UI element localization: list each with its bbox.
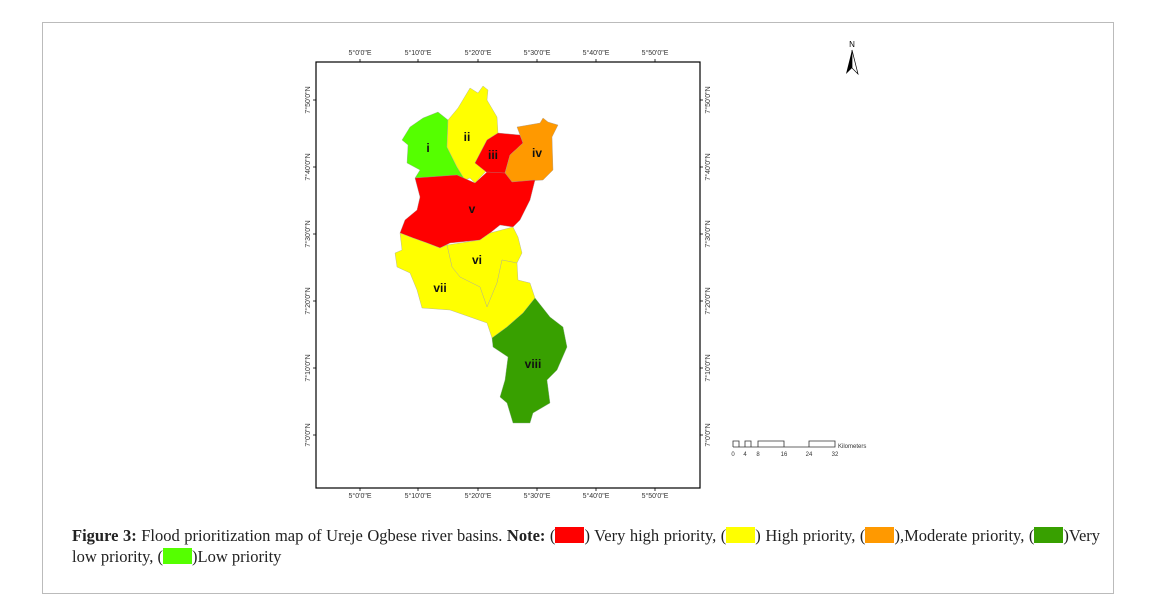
legend-swatch-very-low xyxy=(1034,527,1064,543)
lon-label-top: 5°50'0"E xyxy=(642,49,669,57)
note-label: Note: xyxy=(506,526,546,545)
scale-tick-label: 4 xyxy=(743,452,747,458)
lon-label-bottom: 5°50'0"E xyxy=(642,492,669,500)
longitude-axis-top: 5°0'0"E 5°10'0"E 5°20'0"E 5°30'0"E 5°40'0"E 5… xyxy=(349,49,669,62)
scale-tick-label: 0 xyxy=(731,452,735,458)
lon-label-top: 5°10'0"E xyxy=(405,49,432,57)
lat-label-left: 7°50'0"N xyxy=(304,86,312,113)
legend-text-moderate: ,Moderate priority, xyxy=(899,526,1025,545)
legend-text-low: Low priority xyxy=(197,547,282,566)
flood-map: 5°0'0"E 5°10'0"E 5°20'0"E 5°30'0"E 5°40'0"E 5… xyxy=(304,40,866,500)
basin-label-i: i xyxy=(426,141,429,155)
basin-viii xyxy=(491,297,568,424)
scale-tick-label: 8 xyxy=(756,452,760,458)
north-arrow: N xyxy=(846,40,859,76)
lat-label-right: 7°0'0"N xyxy=(704,423,712,446)
legend-swatch-moderate xyxy=(865,527,895,543)
lat-label-right: 7°40'0"N xyxy=(704,153,712,180)
basin-labels: i ii iii iv v vi vii viii xyxy=(426,130,542,371)
basin-label-viii: viii xyxy=(525,357,542,371)
basin-label-iii: iii xyxy=(488,148,498,162)
lon-label-bottom: 5°30'0"E xyxy=(524,492,551,500)
latitude-axis-left: 7°50'0"N 7°40'0"N 7°30'0"N 7°20'0"N 7°10'0"N… xyxy=(304,86,316,447)
legend-text-high: High priority, xyxy=(765,526,856,545)
legend-swatch-very-high xyxy=(555,527,585,543)
scale-tick-label: 24 xyxy=(806,452,813,458)
basin-label-ii: ii xyxy=(464,130,471,144)
lat-label-left: 7°0'0"N xyxy=(304,423,312,446)
lon-label-bottom: 5°10'0"E xyxy=(405,492,432,500)
figure-label: Figure 3: xyxy=(72,526,137,545)
lon-label-top: 5°20'0"E xyxy=(465,49,492,57)
basin-vii xyxy=(394,232,536,339)
lon-label-bottom: 5°0'0"E xyxy=(349,492,372,500)
scale-bar: 0 4 8 16 24 32 Kilometers xyxy=(731,440,866,458)
lon-label-bottom: 5°20'0"E xyxy=(465,492,492,500)
lat-label-left: 7°20'0"N xyxy=(304,287,312,314)
lat-label-right: 7°50'0"N xyxy=(704,86,712,113)
figure-frame xyxy=(42,22,1114,594)
figure-title: Flood prioritization map of Ureje Ogbese… xyxy=(141,526,503,545)
lat-label-right: 7°10'0"N xyxy=(704,354,712,381)
map-neatline xyxy=(315,61,701,489)
lon-label-top: 5°0'0"E xyxy=(349,49,372,57)
lat-label-right: 7°30'0"N xyxy=(704,220,712,247)
north-arrow-icon xyxy=(846,50,852,74)
lat-label-left: 7°10'0"N xyxy=(304,354,312,381)
lon-label-top: 5°30'0"E xyxy=(524,49,551,57)
scale-unit: Kilometers xyxy=(838,444,866,450)
lat-label-left: 7°40'0"N xyxy=(304,153,312,180)
scale-tick-label: 32 xyxy=(832,452,839,458)
legend-swatch-high xyxy=(726,527,756,543)
lon-label-top: 5°40'0"E xyxy=(583,49,610,57)
longitude-axis-bottom: 5°0'0"E 5°10'0"E 5°20'0"E 5°30'0"E 5°40'0"E 5… xyxy=(349,488,669,500)
lat-label-right: 7°20'0"N xyxy=(704,287,712,314)
latitude-axis-right: 7°50'0"N 7°40'0"N 7°30'0"N 7°20'0"N 7°10'0"N… xyxy=(700,86,712,447)
legend-text-very-high: Very high priority, xyxy=(594,526,717,545)
lat-label-left: 7°30'0"N xyxy=(304,220,312,247)
basin-v xyxy=(399,171,536,249)
basins xyxy=(394,85,568,424)
basin-label-iv: iv xyxy=(532,146,542,160)
legend-text-very-low: Very low priority, xyxy=(72,526,1101,566)
basin-label-vi: vi xyxy=(472,253,482,267)
lon-label-bottom: 5°40'0"E xyxy=(583,492,610,500)
figure-caption: Figure 3: Flood prioritization map of Ur… xyxy=(72,526,1101,566)
basin-label-v: v xyxy=(469,202,476,216)
scale-tick-label: 16 xyxy=(781,452,788,458)
north-label: N xyxy=(849,40,855,49)
legend-swatch-low xyxy=(163,548,193,564)
basin-label-vii: vii xyxy=(433,281,446,295)
